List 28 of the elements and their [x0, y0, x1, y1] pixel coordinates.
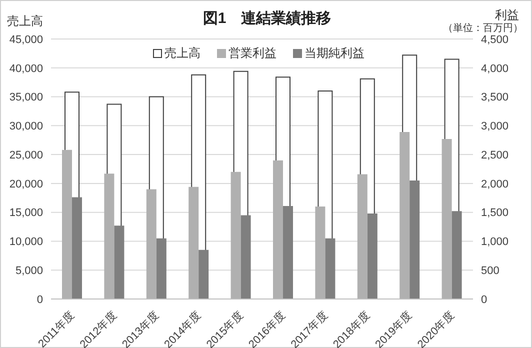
y-tick-label: 20,000	[9, 178, 43, 190]
chart-title: 図1 連結業績推移	[202, 10, 332, 27]
y2-tick-label: 3,500	[481, 92, 509, 104]
y-tick-label: 40,000	[9, 62, 43, 75]
text: （単位：百万円）	[443, 22, 523, 35]
y2-tick-label: 500	[481, 265, 500, 278]
y-tick-label: 10,000	[9, 236, 43, 248]
y2-tick-label: 3,000	[481, 120, 509, 133]
legend-label: 営業利益	[228, 45, 276, 62]
y-tick-label: 35,000	[9, 92, 43, 104]
y-tick-label: 0	[36, 294, 43, 306]
y-tick-label: 15,000	[9, 207, 43, 220]
legend-label: 売上高	[164, 45, 200, 62]
y-tick-label: 30,000	[9, 120, 43, 133]
y-axis-title: 売上高	[7, 13, 43, 30]
y2-tick-label: 2,000	[481, 178, 509, 190]
y-tick-label: 45,000	[9, 34, 43, 46]
y2-tick-label: 4,500	[481, 34, 509, 46]
y-tick-label: 5,000	[15, 265, 43, 278]
bar	[198, 250, 209, 299]
y2-tick-label: 1,500	[481, 207, 509, 220]
legend-label: 当期純利益	[304, 45, 364, 62]
y2-tick-label: 4,000	[481, 62, 509, 75]
y2-tick-label: 0	[481, 294, 488, 306]
y2-tick-label: 1,000	[481, 236, 509, 248]
y-tick-label: 25,000	[9, 149, 43, 162]
y2-axis-title: 利益	[495, 7, 519, 23]
y2-tick-label: 2,500	[481, 149, 509, 162]
